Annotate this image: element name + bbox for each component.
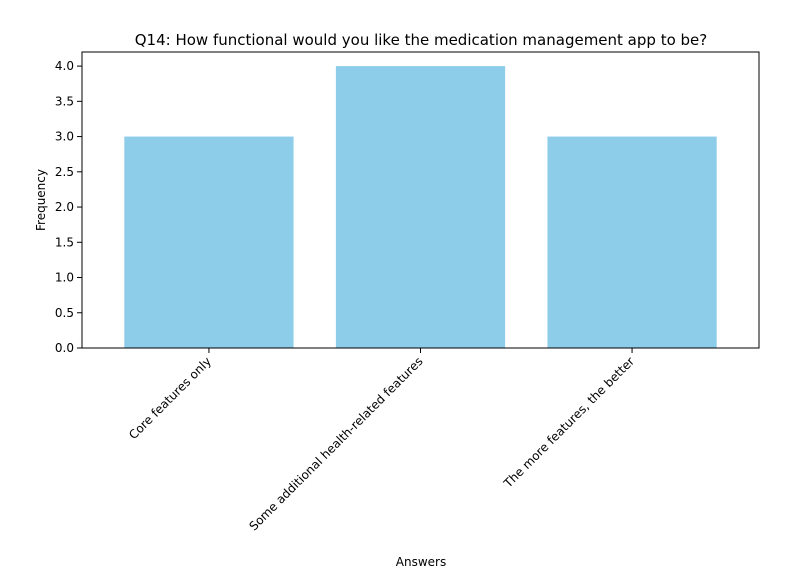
x-axis-label: Answers xyxy=(396,555,446,569)
y-tick-label: 2.0 xyxy=(55,200,74,214)
bar-1 xyxy=(335,66,506,348)
bar-0 xyxy=(124,136,294,348)
y-tick-label: 2.5 xyxy=(55,165,74,179)
bar-2 xyxy=(547,136,717,348)
y-tick-label: 0.0 xyxy=(55,341,74,355)
y-tick-label: 0.5 xyxy=(55,306,74,320)
y-tick-label: 1.5 xyxy=(55,235,74,249)
bars-layer xyxy=(124,66,717,348)
y-axis-label: Frequency xyxy=(34,169,48,231)
y-tick-label: 3.5 xyxy=(55,94,74,108)
y-tick-label: 1.0 xyxy=(55,271,74,285)
y-tick-label: 4.0 xyxy=(55,59,74,73)
chart-title: Q14: How functional would you like the m… xyxy=(135,31,707,49)
y-axis-ticks: 0.0 0.5 1.0 1.5 2.0 2.5 3.0 3.5 4.0 xyxy=(55,59,82,355)
y-tick-label: 3.0 xyxy=(55,130,74,144)
